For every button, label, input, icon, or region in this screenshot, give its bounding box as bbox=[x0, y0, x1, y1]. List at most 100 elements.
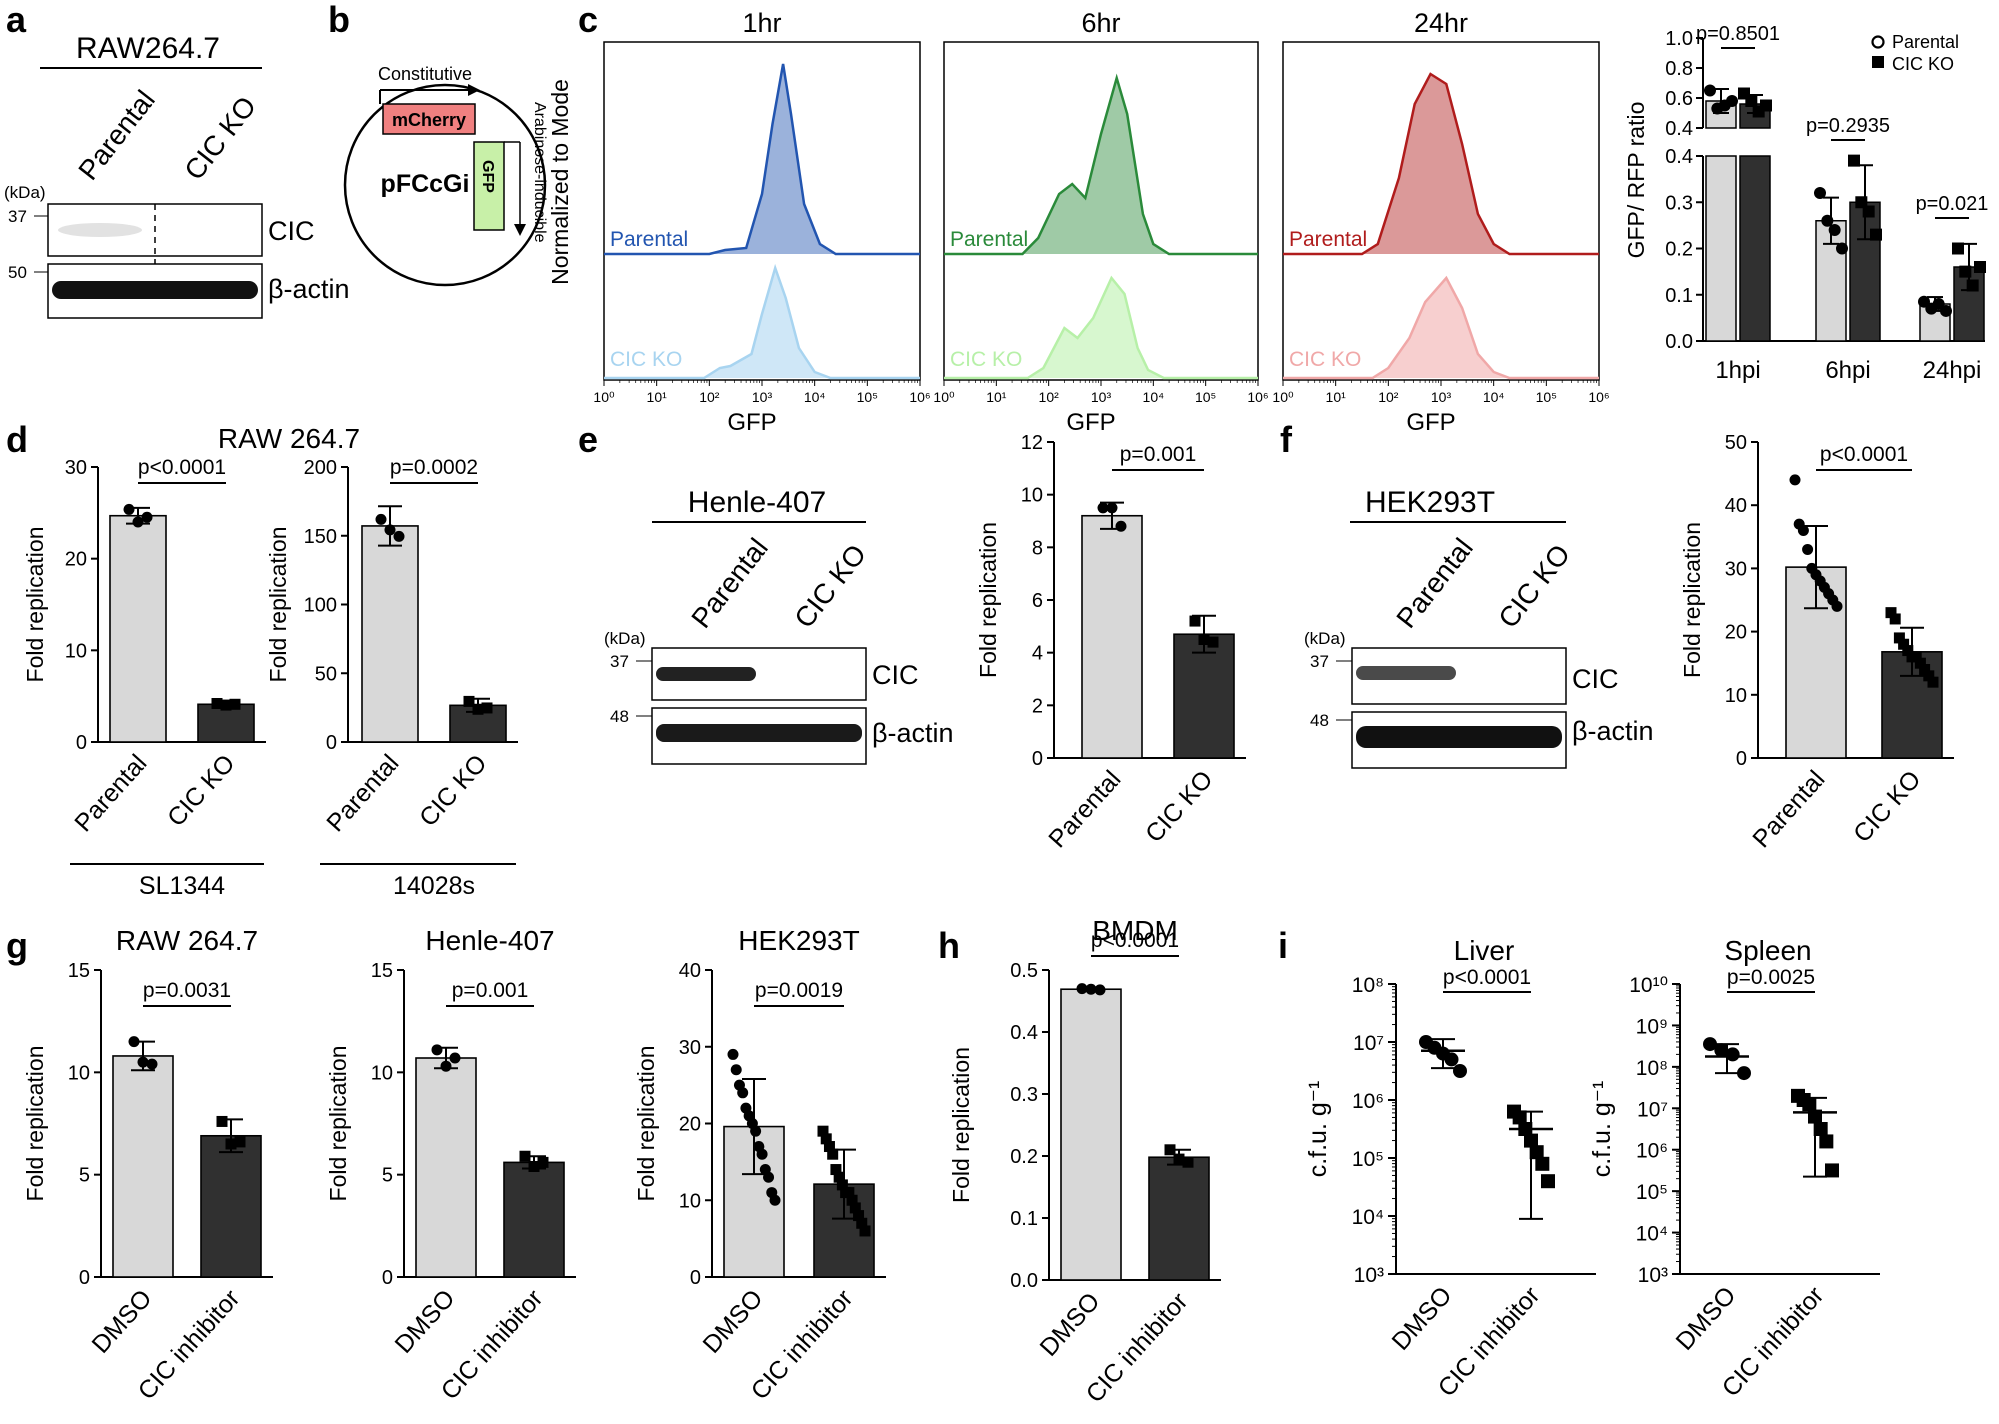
flow-ko-line bbox=[944, 275, 1258, 380]
data-point bbox=[1885, 607, 1897, 619]
y-tick-label: 10 bbox=[679, 1190, 701, 1212]
mcherry-box bbox=[382, 103, 476, 135]
data-point bbox=[820, 1133, 832, 1145]
flow-label-parental: Parental bbox=[610, 228, 688, 251]
data-point bbox=[225, 1138, 237, 1150]
data-point bbox=[1529, 1145, 1544, 1160]
data-point bbox=[1164, 1144, 1176, 1156]
data-point bbox=[519, 1150, 531, 1162]
data-point bbox=[1512, 1110, 1527, 1125]
bar-lower bbox=[1705, 155, 1737, 342]
blot-a-cic-band-parental bbox=[58, 223, 142, 237]
flow-ko-line bbox=[1283, 275, 1599, 380]
data-point bbox=[375, 513, 387, 525]
gfp-label: GFP bbox=[479, 160, 496, 193]
constitutive-label: Constitutive bbox=[378, 64, 472, 84]
blot-a-kda: (kDa) bbox=[4, 183, 46, 202]
y-axis-label: Fold replication bbox=[325, 1046, 351, 1202]
data-point bbox=[1714, 1043, 1729, 1058]
legend-parental-symbol bbox=[1871, 35, 1885, 49]
y-tick-label: 10⁴ bbox=[1352, 1206, 1384, 1229]
flow-tick-label: 10³ bbox=[1091, 389, 1112, 405]
data-point bbox=[756, 1148, 768, 1160]
y-tick-label: 10⁴ bbox=[1636, 1223, 1668, 1246]
flow-tick-label: 10⁶ bbox=[1588, 389, 1609, 405]
blot-f-kda: (kDa) bbox=[1304, 629, 1346, 648]
p-value: p<0.0001 bbox=[1443, 966, 1531, 989]
panel-label-c: c bbox=[578, 0, 598, 40]
blot-f-marker-2: 48 bbox=[1310, 711, 1329, 730]
flow-tick-label: 10¹ bbox=[986, 389, 1007, 405]
p-value: p<0.0001 bbox=[138, 456, 226, 479]
y-tick-label: 10 bbox=[68, 1062, 90, 1084]
data-point bbox=[817, 1125, 829, 1137]
data-point bbox=[1831, 600, 1843, 612]
y-tick-label: 2 bbox=[1032, 695, 1043, 717]
y-axis-label: c.f.u. g⁻¹ bbox=[1304, 1081, 1332, 1178]
y-axis-label: Fold replication bbox=[633, 1046, 659, 1202]
y-tick-label: 30 bbox=[65, 457, 87, 479]
flow-parental-line bbox=[1283, 72, 1599, 256]
data-point bbox=[1115, 520, 1127, 532]
flow-tick-label: 10⁴ bbox=[1483, 389, 1505, 405]
y-axis-label: Fold replication bbox=[948, 1047, 974, 1203]
y-tick-label: 15 bbox=[68, 960, 90, 982]
blot-f-lane-1: Parental bbox=[1390, 532, 1479, 633]
data-point bbox=[463, 695, 475, 707]
data-point bbox=[216, 1115, 228, 1127]
p-value: p<0.0001 bbox=[1820, 443, 1908, 466]
data-point bbox=[449, 1052, 461, 1064]
bar-cic-ko bbox=[449, 704, 507, 743]
y-tick-label: 10³ bbox=[1638, 1264, 1668, 1287]
y-tick-label: 50 bbox=[315, 663, 337, 685]
flow-label-ko: CIC KO bbox=[610, 348, 682, 371]
y-axis-label: Fold replication bbox=[1679, 522, 1705, 678]
data-point bbox=[1085, 983, 1097, 995]
y-tick-label: 10 bbox=[1021, 485, 1043, 507]
chart-title: Spleen bbox=[1724, 935, 1811, 966]
panel-label-i: i bbox=[1278, 925, 1288, 966]
y-axis-label: Fold replication bbox=[975, 522, 1001, 678]
blot-f-actin-band bbox=[1356, 726, 1562, 748]
data-point bbox=[730, 1064, 742, 1076]
y-tick-label: 20 bbox=[679, 1114, 701, 1136]
data-point bbox=[229, 698, 241, 710]
data-point bbox=[141, 511, 153, 523]
category-label: CIC KO bbox=[1848, 765, 1926, 848]
chart-e-bar: 0 2 4 6 8 10 12 Fold replication Parental CIC KO p… bbox=[975, 432, 1246, 853]
flow-label-ko: CIC KO bbox=[1289, 348, 1361, 371]
category-label: CIC KO bbox=[162, 749, 240, 832]
data-point bbox=[1914, 657, 1926, 669]
blot-f-lane-2: CIC KO bbox=[1492, 539, 1576, 634]
panel-label-h: h bbox=[938, 925, 960, 966]
y-tick-label: 10⁸ bbox=[1352, 974, 1384, 997]
chart-title: RAW 264.7 bbox=[218, 423, 360, 454]
data-point bbox=[123, 503, 135, 515]
data-point bbox=[528, 1160, 540, 1172]
blot-f-marker-1: 37 bbox=[1310, 652, 1329, 671]
ratio-chart: GFP/ RFP ratio Parental CIC KO 0.4 0.6 0.8… bbox=[1623, 23, 1988, 384]
data-point bbox=[830, 1164, 842, 1176]
flow-ko-fill bbox=[604, 268, 920, 378]
chart-d2: 0 50 100 150 200 Fold replication Parental CIC … bbox=[265, 456, 518, 900]
flow-tick-label: 10⁰ bbox=[593, 389, 615, 405]
bar-parental bbox=[1815, 220, 1847, 342]
panel-label-e: e bbox=[578, 419, 598, 460]
blot-e-actin-band bbox=[656, 724, 862, 742]
blot-f-band-actin: β-actin bbox=[1572, 716, 1654, 746]
chart-f-bar: 0 10 20 30 40 50 Fold replication Parental CIC K… bbox=[1679, 432, 1954, 853]
y-tick-label: 0 bbox=[79, 1267, 90, 1289]
data-point bbox=[827, 1148, 839, 1160]
panel-label-b: b bbox=[328, 0, 350, 40]
data-point bbox=[1725, 1047, 1740, 1062]
y-tick-label: 10⁷ bbox=[1637, 1098, 1668, 1121]
flow-title-24hr: 24hr bbox=[1414, 8, 1468, 38]
data-point bbox=[1959, 265, 1972, 278]
blot-a-marker-1: 37 bbox=[8, 207, 27, 226]
blot-e-title: Henle-407 bbox=[688, 486, 826, 519]
data-point bbox=[472, 703, 484, 715]
flow-title-6hr: 6hr bbox=[1081, 8, 1120, 38]
chart-h-bar: 0.0 0.1 0.2 0.3 0.4 0.5 Fold replication BMDM DM… bbox=[948, 915, 1221, 1408]
bar-dmso bbox=[1060, 988, 1122, 1281]
